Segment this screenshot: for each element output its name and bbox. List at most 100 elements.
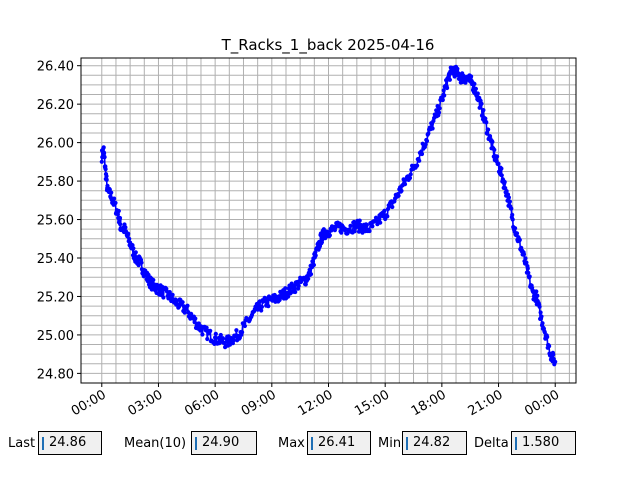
stat-min-field[interactable]: 24.82 [402,431,467,455]
data-point [430,126,435,131]
y-tick-label: 25.20 [37,290,74,305]
data-point [339,230,344,235]
y-tick-label: 25.00 [37,329,74,344]
data-point [402,182,408,187]
text-cursor-icon [311,437,313,450]
y-tick-label: 25.80 [37,175,74,190]
data-point [102,155,107,160]
data-point [310,259,315,264]
data-point [112,196,117,201]
data-point [496,161,501,166]
x-tick-label: 21:00 [466,387,506,419]
data-point [399,188,404,193]
data-point [426,131,431,136]
stat-last-value: 24.86 [49,435,87,450]
chart: T_Racks_1_back 2025-04-16 00:00 03:00 06:0… [37,36,577,419]
data-point [507,199,512,204]
data-point [118,222,123,227]
data-point [436,110,442,115]
data-point [313,253,318,258]
stat-delta-value: 1.580 [522,435,560,450]
stat-min-value: 24.82 [413,435,451,450]
data-point [473,86,478,91]
data-point [283,286,288,291]
data-point [293,289,298,295]
x-tick-label: 03:00 [126,387,166,419]
data-point [196,321,201,326]
data-point [510,217,515,222]
y-tick-label: 26.00 [37,137,74,152]
data-point [455,66,460,71]
data-point [367,228,372,234]
data-point [525,266,530,271]
x-tick-label: 15:00 [352,387,392,419]
data-point [475,91,480,96]
data-point [180,300,185,305]
data-point [240,330,245,335]
data-point [526,270,531,275]
y-axis: 24.80 25.00 25.20 25.40 25.60 25.80 26.00 26.20… [37,60,81,382]
data-point [123,225,128,230]
data-point [499,173,504,178]
data-point [492,147,497,152]
stat-last-field[interactable]: 24.86 [38,431,102,455]
data-point [553,359,558,364]
data-point [306,276,311,281]
data-point [434,108,439,113]
stat-min-label: Min [378,436,402,451]
data-point [296,283,301,288]
data-point [445,85,450,91]
data-point [156,286,161,291]
data-point [551,352,556,357]
stat-delta-field[interactable]: 1.580 [511,431,576,455]
data-point [354,224,359,229]
y-tick-label: 24.80 [37,367,74,382]
data-point [513,226,518,231]
data-point [364,223,369,228]
stat-last-label: Last [8,436,36,451]
data-point [370,224,375,229]
y-tick-label: 26.20 [37,98,74,113]
data-point [437,106,442,111]
data-point [499,166,504,171]
x-axis: 00:00 03:00 06:00 09:00 12:00 15:00 18:00 21:00… [69,383,562,419]
data-point [382,208,387,213]
data-point [136,263,141,268]
data-point [490,139,495,144]
data-point [357,218,362,223]
data-point [396,193,401,198]
data-point [170,292,175,297]
data-point [101,145,106,150]
stat-max-field[interactable]: 26.41 [307,431,371,455]
data-point [259,304,264,309]
data-point [204,325,209,330]
data-point [539,314,544,319]
data-point [218,332,223,338]
text-cursor-icon [515,437,517,450]
data-point [161,295,166,300]
data-point [104,177,109,182]
text-cursor-icon [195,437,197,450]
data-point [477,105,482,110]
stat-delta-label: Delta [474,436,509,451]
data-point [115,212,120,217]
data-point [127,236,132,241]
stat-mean-field[interactable]: 24.90 [191,431,257,455]
data-point [502,179,507,185]
chart-title: T_Racks_1_back 2025-04-16 [221,36,435,55]
data-point [167,290,172,295]
data-point [534,289,539,294]
stats-bar: Last 24.86 Mean(10) 24.90 Max 26.41 Min … [0,428,640,464]
data-point [139,260,144,265]
data-point [540,321,545,326]
data-point [479,101,484,106]
data-point [109,190,114,195]
data-point [517,237,522,242]
data-point [463,80,468,85]
x-tick-label: 00:00 [522,387,562,419]
x-tick-label: 06:00 [182,387,222,419]
series-layer [99,64,558,367]
data-point [205,336,210,342]
data-point [220,336,225,341]
data-point [213,335,218,340]
